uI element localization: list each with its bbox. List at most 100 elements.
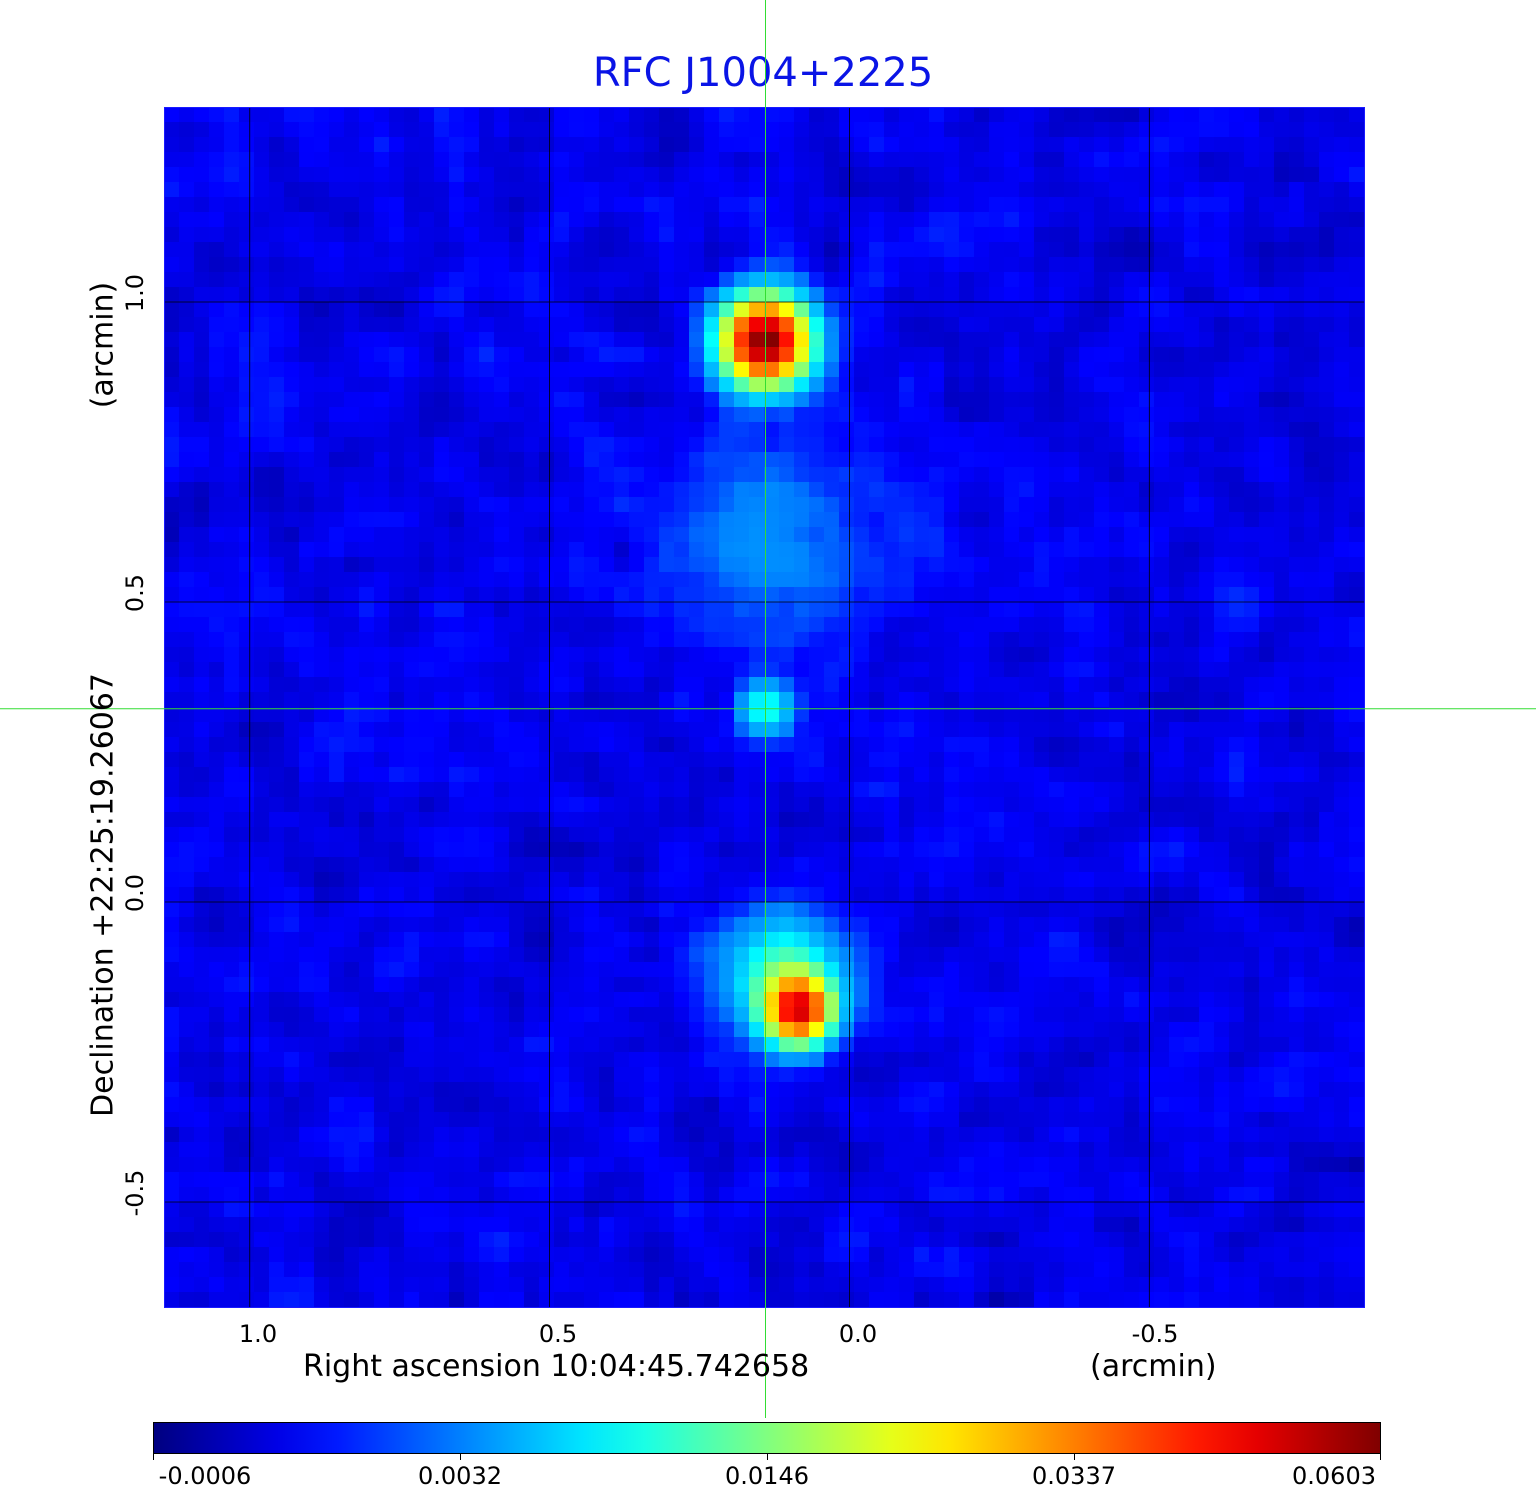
- heatmap-cell: [389, 647, 405, 663]
- heatmap-cell: [314, 872, 330, 888]
- heatmap-cell: [1289, 947, 1305, 963]
- heatmap-cell: [1304, 302, 1320, 318]
- heatmap-cell: [224, 737, 240, 753]
- heatmap-cell: [164, 527, 180, 543]
- heatmap-cell: [434, 752, 450, 768]
- heatmap-cell: [194, 542, 210, 558]
- heatmap-cell: [869, 932, 885, 948]
- heatmap-cell: [254, 137, 270, 153]
- heatmap-cell: [914, 362, 930, 378]
- heatmap-cell: [1124, 692, 1140, 708]
- heatmap-cell: [164, 737, 180, 753]
- heatmap-cell: [869, 152, 885, 168]
- heatmap-cell: [269, 257, 285, 273]
- heatmap-cell: [1214, 422, 1230, 438]
- heatmap-cell: [584, 467, 600, 483]
- heatmap-cell: [1049, 212, 1065, 228]
- heatmap-cell: [1139, 947, 1155, 963]
- heatmap-cell: [479, 962, 495, 978]
- heatmap-cell: [1334, 1007, 1350, 1023]
- heatmap-cell: [974, 977, 990, 993]
- heatmap-cell: [734, 107, 750, 123]
- heatmap-cell: [1214, 722, 1230, 738]
- heatmap-cell: [524, 482, 540, 498]
- heatmap-cell: [464, 857, 480, 873]
- heatmap-cell: [209, 542, 225, 558]
- heatmap-cell: [1154, 752, 1170, 768]
- heatmap-cell: [1244, 992, 1260, 1008]
- heatmap-cell: [1019, 887, 1035, 903]
- heatmap-cell: [614, 722, 630, 738]
- heatmap-cell: [734, 557, 750, 573]
- heatmap-cell: [1214, 557, 1230, 573]
- heatmap-cell: [974, 377, 990, 393]
- heatmap-cell: [1349, 737, 1365, 753]
- heatmap-cell: [779, 992, 795, 1008]
- heatmap-cell: [1349, 647, 1365, 663]
- heatmap-cell: [1124, 272, 1140, 288]
- heatmap-cell: [884, 332, 900, 348]
- heatmap-cell: [974, 167, 990, 183]
- heatmap-cell: [209, 227, 225, 243]
- heatmap-cell: [614, 602, 630, 618]
- heatmap-cell: [839, 137, 855, 153]
- heatmap-cell: [344, 647, 360, 663]
- heatmap-cell: [554, 767, 570, 783]
- heatmap-cell: [989, 767, 1005, 783]
- heatmap-cell: [329, 857, 345, 873]
- heatmap-cell: [1094, 767, 1110, 783]
- heatmap-cell: [854, 467, 870, 483]
- heatmap-cell: [464, 497, 480, 513]
- heatmap-cell: [1079, 917, 1095, 933]
- heatmap-cell: [824, 422, 840, 438]
- heatmap-cell: [779, 677, 795, 693]
- heatmap-cell: [944, 212, 960, 228]
- heatmap-cell: [254, 572, 270, 588]
- heatmap-cell: [449, 602, 465, 618]
- heatmap-cell: [1139, 827, 1155, 843]
- heatmap-cell: [869, 602, 885, 618]
- heatmap-cell: [1094, 302, 1110, 318]
- heatmap-cell: [764, 707, 780, 723]
- heatmap-cell: [1064, 992, 1080, 1008]
- heatmap-cell: [989, 662, 1005, 678]
- heatmap-cell: [824, 317, 840, 333]
- heatmap-cell: [794, 662, 810, 678]
- heatmap-cell: [674, 647, 690, 663]
- heatmap-cell: [209, 992, 225, 1008]
- heatmap-cell: [464, 482, 480, 498]
- heatmap-cell: [554, 632, 570, 648]
- heatmap-cell: [749, 752, 765, 768]
- heatmap-cell: [1079, 542, 1095, 558]
- heatmap-cell: [1139, 557, 1155, 573]
- heatmap-cell: [389, 332, 405, 348]
- heatmap-cell: [629, 467, 645, 483]
- heatmap-cell: [539, 722, 555, 738]
- heatmap-cell: [1109, 722, 1125, 738]
- heatmap-cell: [644, 737, 660, 753]
- heatmap-cell: [224, 542, 240, 558]
- heatmap-cell: [1094, 872, 1110, 888]
- heatmap-cell: [899, 407, 915, 423]
- heatmap-cell: [179, 872, 195, 888]
- heatmap-cell: [974, 272, 990, 288]
- heatmap-cell: [1004, 692, 1020, 708]
- heatmap-cell: [299, 302, 315, 318]
- heatmap-cell: [464, 752, 480, 768]
- heatmap-cell: [974, 602, 990, 618]
- heatmap-cell: [569, 992, 585, 1008]
- heatmap-cell: [1349, 722, 1365, 738]
- heatmap-cell: [1304, 872, 1320, 888]
- heatmap-cell: [239, 647, 255, 663]
- heatmap-cell: [809, 767, 825, 783]
- heatmap-cell: [254, 932, 270, 948]
- heatmap-cell: [1349, 272, 1365, 288]
- heatmap-cell: [1184, 902, 1200, 918]
- heatmap-cell: [1079, 227, 1095, 243]
- heatmap-cell: [1289, 587, 1305, 603]
- heatmap-cell: [719, 437, 735, 453]
- heatmap-cell: [1154, 857, 1170, 873]
- heatmap-cell: [764, 992, 780, 1008]
- heatmap-cell: [539, 857, 555, 873]
- heatmap-cell: [689, 167, 705, 183]
